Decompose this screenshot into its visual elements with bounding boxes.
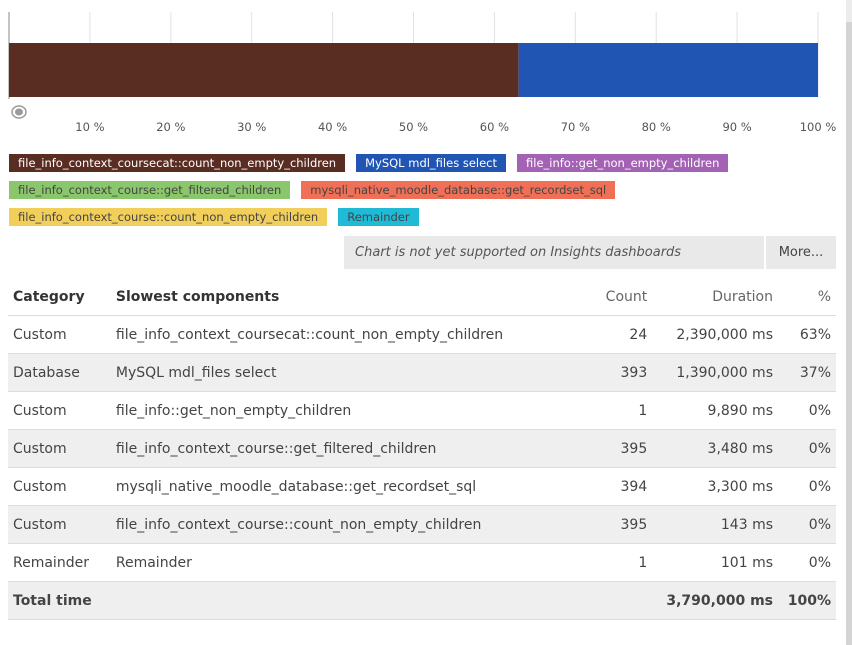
header-component: Slowest components: [110, 278, 571, 316]
table-row: Custom file_info_context_course::count_n…: [8, 505, 836, 544]
cell-count: 394: [570, 467, 653, 506]
cell-duration: 143 ms: [652, 505, 778, 544]
table-header-row: Category Slowest components Count Durati…: [8, 278, 836, 316]
cell-component: file_info_context_course::count_non_empt…: [110, 505, 571, 544]
insights-message: Chart is not yet supported on Insights d…: [344, 236, 764, 269]
cell-percent: 0%: [778, 391, 836, 430]
x-tick-label: 30 %: [237, 120, 266, 134]
legend-item[interactable]: Remainder: [338, 208, 419, 226]
more-button[interactable]: More...: [766, 236, 836, 269]
x-tick-label: 40 %: [318, 120, 347, 134]
cell-category: Custom: [8, 391, 111, 430]
table-row: Database MySQL mdl_files select 393 1,39…: [8, 353, 836, 392]
legend-row: file_info_context_course::get_filtered_c…: [9, 181, 829, 199]
table-row: Remainder Remainder 1 101 ms 0%: [8, 543, 836, 582]
cell-count: 395: [570, 505, 653, 544]
cell-duration: 3,300 ms: [652, 467, 778, 506]
cell-percent: 37%: [778, 353, 836, 392]
legend-item[interactable]: file_info_context_course::get_filtered_c…: [9, 181, 291, 199]
insights-bar: Chart is not yet supported on Insights d…: [344, 236, 836, 269]
cell-percent: 0%: [778, 467, 836, 506]
header-percent: %: [778, 278, 836, 316]
x-tick-label: 20 %: [156, 120, 185, 134]
cell-duration: 3,480 ms: [652, 429, 778, 468]
legend-item[interactable]: file_info_context_course::count_non_empt…: [9, 208, 328, 226]
cell-duration: 2,390,000 ms: [652, 315, 778, 354]
x-tick-label: 100 %: [800, 120, 837, 134]
cell-category: Custom: [8, 315, 111, 354]
cell-category: Remainder: [8, 543, 111, 582]
header-count: Count: [570, 278, 653, 316]
total-label: Total time: [8, 581, 111, 620]
cell-component: file_info::get_non_empty_children: [110, 391, 571, 430]
cell-percent: 0%: [778, 429, 836, 468]
total-duration: 3,790,000 ms: [652, 581, 778, 620]
table-row: Custom file_info_context_course::get_fil…: [8, 429, 836, 468]
total-count-empty: [570, 581, 653, 620]
legend-item[interactable]: file_info_context_coursecat::count_non_e…: [9, 154, 346, 172]
zoom-handle-dot: [15, 108, 23, 116]
x-tick-label: 60 %: [480, 120, 509, 134]
cell-component: file_info_context_course::get_filtered_c…: [110, 429, 571, 468]
x-tick-label: 90 %: [722, 120, 751, 134]
x-tick-label: 10 %: [75, 120, 104, 134]
cell-component: mysqli_native_moodle_database::get_recor…: [110, 467, 571, 506]
x-tick-label: 70 %: [561, 120, 590, 134]
table-row: Custom file_info::get_non_empty_children…: [8, 391, 836, 430]
legend-item[interactable]: mysqli_native_moodle_database::get_recor…: [301, 181, 616, 199]
header-category: Category: [8, 278, 111, 316]
cell-component: MySQL mdl_files select: [110, 353, 571, 392]
vertical-scrollbar[interactable]: [846, 0, 852, 645]
cell-duration: 9,890 ms: [652, 391, 778, 430]
total-empty: [110, 581, 571, 620]
legend-item[interactable]: file_info::get_non_empty_children: [517, 154, 729, 172]
cell-count: 1: [570, 543, 653, 582]
table-row: Custom file_info_context_coursecat::coun…: [8, 315, 836, 354]
total-percent: 100%: [778, 581, 836, 620]
bar-segment: [518, 43, 818, 97]
components-table: Category Slowest components Count Durati…: [8, 278, 836, 620]
cell-category: Custom: [8, 429, 111, 468]
cell-duration: 101 ms: [652, 543, 778, 582]
cell-category: Custom: [8, 467, 111, 506]
cell-percent: 0%: [778, 505, 836, 544]
cell-percent: 63%: [778, 315, 836, 354]
cell-count: 24: [570, 315, 653, 354]
chart-svg: 10 % 20 % 30 % 40 % 50 % 60 % 70 % 80 % 90 % 100 …: [8, 12, 837, 134]
cell-duration: 1,390,000 ms: [652, 353, 778, 392]
cell-count: 393: [570, 353, 653, 392]
cell-category: Custom: [8, 505, 111, 544]
cell-count: 1: [570, 391, 653, 430]
header-duration: Duration: [652, 278, 778, 316]
table-row: Custom mysqli_native_moodle_database::ge…: [8, 467, 836, 506]
bar-segment: [9, 43, 519, 97]
cell-count: 395: [570, 429, 653, 468]
chart-legend: file_info_context_coursecat::count_non_e…: [9, 154, 829, 235]
x-tick-label: 50 %: [399, 120, 428, 134]
stacked-bar-chart: 10 % 20 % 30 % 40 % 50 % 60 % 70 % 80 % 90 % 100 …: [0, 0, 840, 145]
cell-component: file_info_context_coursecat::count_non_e…: [110, 315, 571, 354]
legend-row: file_info_context_coursecat::count_non_e…: [9, 154, 829, 172]
total-row: Total time 3,790,000 ms 100%: [8, 581, 836, 620]
scrollbar-track: [846, 0, 852, 22]
legend-row: file_info_context_course::count_non_empt…: [9, 208, 829, 226]
cell-percent: 0%: [778, 543, 836, 582]
legend-item[interactable]: MySQL mdl_files select: [356, 154, 507, 172]
x-tick-label: 80 %: [642, 120, 671, 134]
cell-component: Remainder: [110, 543, 571, 582]
cell-category: Database: [8, 353, 111, 392]
